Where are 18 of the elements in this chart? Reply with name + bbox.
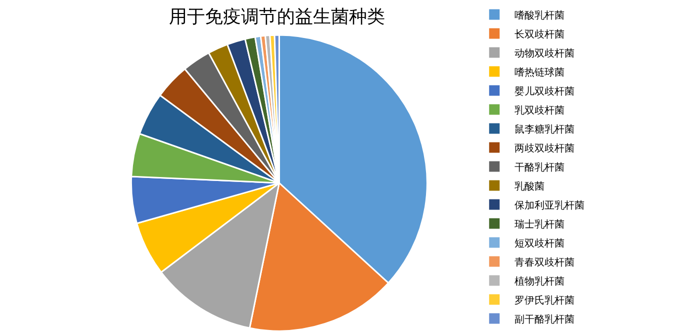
legend-label: 嗜酸乳杆菌 [514, 9, 564, 22]
legend-label: 罗伊氏乳杆菌 [514, 294, 574, 306]
legend-label: 短双歧杆菌 [514, 237, 564, 250]
legend-label: 青春双歧杆菌 [514, 256, 574, 268]
legend-label: 动物双歧杆菌 [514, 47, 574, 60]
legend-label: 鼠李糖乳杆菌 [514, 123, 574, 136]
legend-label: 副干酪乳杆菌 [514, 313, 574, 326]
legend-label: 保加利亚乳杆菌 [514, 199, 584, 212]
legend-label: 婴儿双歧杆菌 [514, 85, 574, 98]
chart-title: 用于免疫调节的益生菌种类 [169, 6, 386, 28]
legend-label: 瑞士乳杆菌 [514, 218, 564, 230]
legend-label: 嗜热链球菌 [514, 66, 564, 78]
legend-label: 长双歧杆菌 [514, 28, 564, 40]
legend-label: 乳酸菌 [514, 180, 544, 192]
legend-label: 乳双歧杆菌 [514, 104, 564, 116]
legend-label: 两歧双歧杆菌 [514, 142, 574, 154]
legend-label: 植物乳杆菌 [514, 275, 564, 288]
legend-label: 干酪乳杆菌 [514, 161, 564, 174]
